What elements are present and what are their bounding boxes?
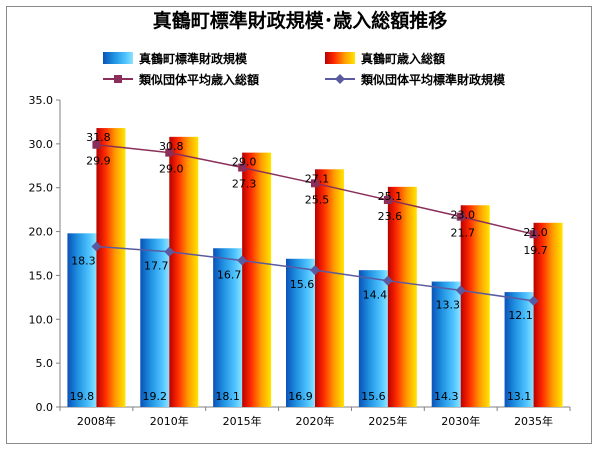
legend-marker-similar-revenue (114, 75, 122, 83)
bar-standard-budget (140, 238, 170, 407)
data-label-similar-budget: 12.1 (508, 309, 533, 322)
x-tick-label: 2008年 (77, 414, 116, 428)
marker-similar-revenue (311, 179, 319, 188)
data-label-similar-budget: 17.7 (144, 260, 169, 273)
legend-label-similar-revenue: 類似団体平均歳入総額 (138, 72, 259, 87)
bar-revenue-total (96, 128, 126, 407)
bar-revenue-total (169, 136, 199, 407)
y-tick-label: 35.0 (29, 94, 54, 107)
bar-standard-budget (358, 270, 388, 407)
legend-label-revenue-total: 真鶴町歳入総額 (361, 51, 445, 66)
marker-similar-revenue (238, 163, 247, 172)
legend-label-similar-budget: 類似団体平均標準財政規模 (360, 72, 506, 87)
x-tick-label: 2035年 (514, 414, 553, 428)
bar-standard-budget (67, 233, 97, 407)
marker-similar-revenue (456, 212, 465, 221)
bar-standard-budget (431, 281, 461, 407)
y-tick-label: 0.0 (36, 401, 54, 414)
marker-similar-revenue (383, 195, 392, 204)
data-label-standard-budget: 14.3 (434, 390, 459, 403)
y-tick-label: 25.0 (29, 182, 54, 195)
y-tick-label: 5.0 (36, 357, 54, 370)
data-label-revenue-total: 29.0 (232, 156, 257, 169)
marker-similar-budget (237, 255, 248, 266)
data-label-similar-revenue: 29.9 (86, 155, 111, 168)
data-label-standard-budget: 13.1 (507, 390, 532, 403)
data-label-similar-revenue: 29.0 (159, 163, 184, 176)
bar-revenue-total (387, 186, 417, 407)
bar-standard-budget (504, 292, 534, 407)
marker-similar-budget (382, 275, 393, 286)
bar-standard-budget (286, 258, 315, 407)
marker-similar-budget (91, 241, 102, 252)
x-tick-label: 2015年 (223, 414, 262, 428)
x-tick-label: 2025年 (368, 414, 407, 428)
bar-revenue-total (460, 205, 490, 407)
data-label-similar-budget: 13.3 (435, 298, 460, 311)
marker-similar-revenue (529, 230, 538, 239)
data-label-similar-budget: 16.7 (217, 269, 242, 282)
data-label-revenue-total: 25.1 (378, 190, 403, 203)
data-label-revenue-total: 31.8 (86, 131, 111, 144)
y-tick-label: 10.0 (29, 313, 54, 326)
bar-revenue-total (315, 169, 344, 407)
data-label-similar-budget: 15.6 (290, 278, 315, 291)
data-label-standard-budget: 18.1 (215, 390, 240, 403)
plot-area: 0.0 5.0 10.0 15.0 20.0 25.0 30.0 35.0 2008年 2010年… (29, 94, 571, 428)
x-tick-label: 2010年 (150, 414, 189, 428)
legend-swatch-revenue-total (325, 52, 355, 64)
bar-revenue-total (533, 222, 563, 407)
legend-label-standard-budget: 真鶴町標準財政規模 (139, 51, 248, 66)
x-tick-label: 2030年 (441, 414, 480, 428)
data-label-similar-budget: 14.4 (363, 289, 388, 302)
data-label-standard-budget: 15.6 (361, 390, 386, 403)
y-tick-label: 30.0 (29, 138, 54, 151)
bar-standard-budget (213, 248, 243, 407)
y-tick-label: 20.0 (29, 226, 54, 239)
bar-revenue-total (242, 152, 272, 407)
data-label-revenue-total: 23.0 (450, 208, 475, 221)
legend: 真鶴町標準財政規模 真鶴町歳入総額 類似団体平均歳入総額 類似団体平均標準財政規… (103, 51, 506, 87)
data-label-standard-budget: 19.8 (70, 390, 95, 403)
legend-marker-similar-budget (335, 74, 345, 84)
data-label-revenue-total: 21.0 (523, 226, 548, 239)
data-label-similar-revenue: 19.7 (523, 244, 548, 257)
marker-similar-budget (310, 265, 320, 276)
data-label-similar-revenue: 25.5 (305, 193, 330, 206)
data-label-revenue-total: 30.8 (159, 140, 184, 153)
marker-similar-budget (528, 295, 539, 306)
data-label-standard-budget: 16.9 (288, 390, 313, 403)
data-label-similar-revenue: 27.3 (232, 178, 257, 191)
chart-title: 真鶴町標準財政規模･歳入総額推移 (153, 9, 448, 32)
marker-similar-budget (455, 285, 466, 296)
data-label-similar-budget: 18.3 (71, 254, 96, 267)
legend-swatch-standard-budget (103, 52, 133, 64)
y-tick-label: 15.0 (29, 269, 54, 282)
data-label-standard-budget: 19.2 (143, 390, 168, 403)
x-tick-label: 2020年 (296, 414, 335, 428)
marker-similar-revenue (92, 140, 101, 149)
data-label-revenue-total: 27.1 (305, 172, 330, 185)
marker-similar-revenue (165, 148, 174, 157)
data-label-similar-revenue: 23.6 (378, 210, 403, 223)
marker-similar-budget (164, 246, 175, 257)
data-label-similar-revenue: 21.7 (450, 227, 475, 240)
